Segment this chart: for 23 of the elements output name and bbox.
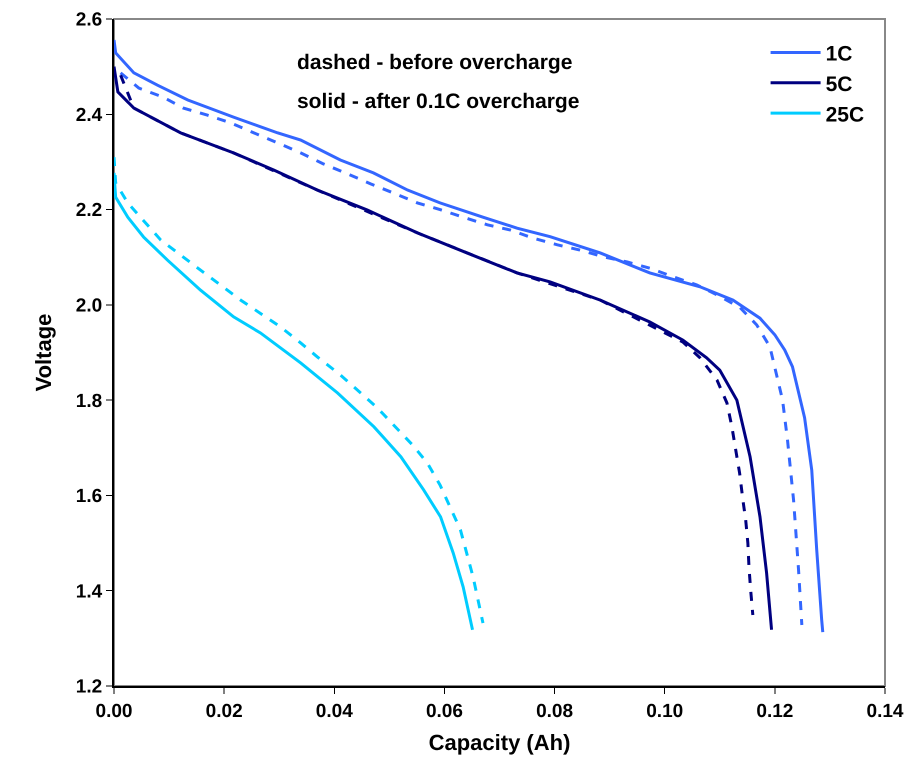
y-tick-label: 2.6 bbox=[76, 10, 102, 31]
x-tick-label: 0.14 bbox=[866, 700, 904, 722]
annotation: solid - after 0.1C overcharge bbox=[297, 90, 580, 113]
annotation: dashed - before overcharge bbox=[297, 51, 572, 74]
x-tick-label: 0.02 bbox=[206, 700, 243, 722]
y-tick-label: 1.8 bbox=[76, 390, 102, 412]
y-tick-label: 2.0 bbox=[76, 296, 102, 317]
x-tick-label: 0.04 bbox=[316, 700, 354, 722]
y-axis-title: Voltage bbox=[31, 314, 56, 392]
y-tick-label: 2.2 bbox=[76, 200, 102, 222]
x-tick-label: 0.08 bbox=[536, 700, 574, 722]
y-tick-label: 2.4 bbox=[76, 104, 103, 126]
legend-label: 1C bbox=[826, 42, 852, 66]
x-tick-label: 0.12 bbox=[756, 700, 794, 722]
x-axis-title: Capacity (Ah) bbox=[428, 730, 570, 756]
x-tick-label: 0.00 bbox=[96, 700, 132, 722]
y-tick-label: 1.6 bbox=[76, 486, 102, 508]
y-tick-label: 1.4 bbox=[76, 581, 103, 602]
y-tick-label: 1.2 bbox=[76, 676, 102, 698]
legend-label: 5C bbox=[826, 72, 852, 96]
x-tick-label: 0.10 bbox=[646, 700, 684, 722]
legend-label: 25C bbox=[826, 103, 864, 126]
x-tick-label: 0.06 bbox=[426, 700, 463, 722]
